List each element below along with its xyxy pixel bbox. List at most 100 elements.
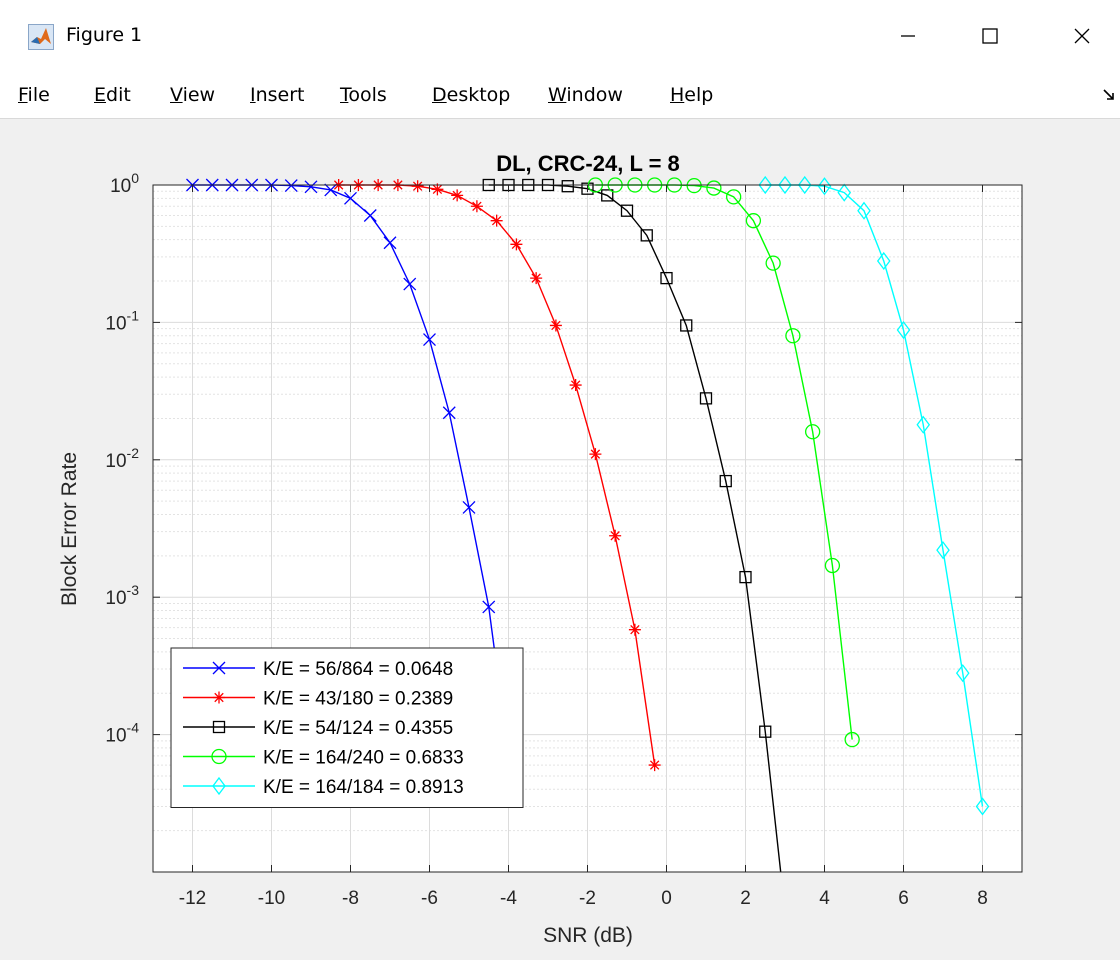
data-point-marker bbox=[936, 541, 950, 560]
minimize-button[interactable] bbox=[878, 10, 938, 62]
y-tick-label: 100 bbox=[110, 170, 139, 197]
chart-title: DL, CRC-24, L = 8 bbox=[496, 151, 680, 176]
data-point-marker bbox=[699, 392, 713, 405]
grid-layer bbox=[153, 184, 1022, 872]
legend-entry: K/E = 54/124 = 0.4355 bbox=[183, 718, 453, 739]
data-point-marker bbox=[640, 229, 653, 242]
data-point-marker bbox=[628, 623, 641, 636]
data-point-marker bbox=[620, 204, 634, 217]
x-tick-label: 4 bbox=[819, 888, 830, 909]
legend-entry: K/E = 164/240 = 0.6833 bbox=[183, 748, 464, 769]
data-point-marker bbox=[561, 180, 574, 193]
data-point-marker bbox=[549, 319, 562, 332]
legend-box bbox=[170, 647, 524, 808]
data-point-marker bbox=[785, 328, 801, 344]
menu-view-rest: iew bbox=[182, 84, 216, 106]
data-point-marker bbox=[344, 191, 357, 205]
data-point-marker bbox=[470, 200, 483, 213]
menu-view[interactable]: View bbox=[170, 84, 216, 106]
y-tick-label: 10-3 bbox=[105, 582, 139, 609]
x-axis-label: SNR (dB) bbox=[543, 924, 633, 947]
data-point-marker bbox=[442, 406, 456, 420]
data-point-marker bbox=[284, 179, 298, 193]
x-tick-label: -2 bbox=[579, 888, 596, 909]
maximize-button[interactable] bbox=[960, 10, 1020, 62]
data-point-marker bbox=[324, 183, 338, 197]
legend-entry: K/E = 164/184 = 0.8913 bbox=[183, 776, 464, 798]
plot-svg: -12 -10 -8 -6 -4 -2 0 2 4 6 8 10-4 10-3 10-2 10-1 100 D… bbox=[58, 151, 1023, 947]
legend-label: K/E = 164/240 = 0.6833 bbox=[263, 748, 464, 769]
data-point-marker bbox=[719, 474, 732, 488]
menu-help-rest: elp bbox=[684, 84, 714, 106]
data-point-marker bbox=[896, 320, 911, 340]
data-point-marker bbox=[916, 415, 931, 434]
menu-bar: File Edit View Insert Tools Desktop Wind… bbox=[0, 74, 1120, 119]
menu-tools[interactable]: Tools bbox=[340, 84, 387, 106]
data-point-marker bbox=[857, 201, 871, 220]
data-point-marker bbox=[660, 271, 673, 285]
menu-help[interactable]: Help bbox=[670, 84, 714, 106]
data-point-marker bbox=[758, 175, 773, 195]
data-point-marker bbox=[423, 333, 436, 347]
minimize-icon bbox=[901, 35, 915, 37]
menu-edit-rest: dit bbox=[106, 84, 131, 106]
matlab-logo-icon bbox=[28, 24, 54, 50]
menu-desktop[interactable]: Desktop bbox=[432, 84, 511, 106]
data-point-marker bbox=[876, 251, 891, 271]
data-point-marker bbox=[601, 189, 614, 202]
data-point-marker bbox=[212, 776, 226, 796]
menu-window[interactable]: Window bbox=[548, 84, 623, 106]
data-point-marker bbox=[648, 759, 661, 772]
close-button[interactable] bbox=[1052, 10, 1112, 62]
legend-label: K/E = 54/124 = 0.4355 bbox=[263, 718, 453, 739]
data-point-marker bbox=[431, 183, 444, 196]
menu-insert[interactable]: Insert bbox=[250, 84, 305, 106]
tick-layer: -12 -10 -8 -6 -4 -2 0 2 4 6 8 10-4 10-3 10-2 10-1 100 bbox=[105, 170, 1022, 909]
menu-file-rest: ile bbox=[27, 84, 50, 106]
y-axis-label: Block Error Rate bbox=[58, 452, 81, 606]
figure-canvas: -12 -10 -8 -6 -4 -2 0 2 4 6 8 10-4 10-3 10-2 10-1 100 D… bbox=[0, 119, 1120, 960]
x-tick-label: -12 bbox=[179, 888, 206, 909]
x-tick-label: 8 bbox=[977, 888, 988, 909]
x-tick-label: 0 bbox=[661, 888, 672, 909]
menu-file[interactable]: File bbox=[18, 84, 50, 106]
data-point-marker bbox=[765, 255, 781, 271]
data-point-marker bbox=[581, 182, 594, 195]
menu-window-rest: indow bbox=[566, 84, 623, 106]
window-titlebar: Figure 1 bbox=[0, 0, 1120, 74]
data-point-marker bbox=[778, 175, 792, 195]
data-point-marker bbox=[510, 238, 523, 251]
data-point-marker bbox=[363, 209, 377, 222]
data-point-marker bbox=[211, 748, 227, 765]
legend-entry: K/E = 43/180 = 0.2389 bbox=[183, 689, 453, 710]
x-tick-label: -10 bbox=[258, 888, 285, 909]
data-point-marker bbox=[975, 797, 990, 816]
data-point-marker bbox=[530, 272, 543, 285]
menu-insert-rest: nsert bbox=[255, 84, 305, 106]
data-point-marker bbox=[805, 424, 821, 440]
legend[interactable]: K/E = 56/864 = 0.0648 K/E = 43/180 = 0.23… bbox=[170, 647, 524, 808]
dock-arrow-icon[interactable] bbox=[1102, 88, 1116, 102]
data-point-marker bbox=[817, 177, 832, 196]
data-point-marker bbox=[706, 180, 722, 196]
data-point-marker bbox=[686, 177, 702, 194]
data-point-marker bbox=[609, 529, 622, 542]
menu-desktop-rest: esktop bbox=[446, 84, 511, 106]
data-point-marker bbox=[212, 661, 226, 675]
data-point-marker bbox=[403, 277, 417, 291]
data-point-marker bbox=[411, 180, 424, 193]
x-tick-label: -8 bbox=[342, 888, 359, 909]
x-tick-label: 2 bbox=[740, 888, 751, 909]
data-point-marker bbox=[482, 600, 496, 614]
legend-label: K/E = 43/180 = 0.2389 bbox=[263, 689, 453, 710]
data-point-marker bbox=[797, 175, 812, 195]
data-point-marker bbox=[844, 731, 860, 748]
menu-edit[interactable]: Edit bbox=[94, 84, 131, 106]
legend-entry: K/E = 56/864 = 0.0648 bbox=[183, 659, 453, 680]
maximize-icon bbox=[982, 28, 998, 44]
window-title: Figure 1 bbox=[66, 24, 143, 46]
y-tick-label: 10-1 bbox=[105, 307, 139, 334]
menu-tools-rest: ools bbox=[348, 84, 387, 106]
close-icon bbox=[1074, 28, 1090, 44]
data-point-marker bbox=[589, 448, 602, 461]
